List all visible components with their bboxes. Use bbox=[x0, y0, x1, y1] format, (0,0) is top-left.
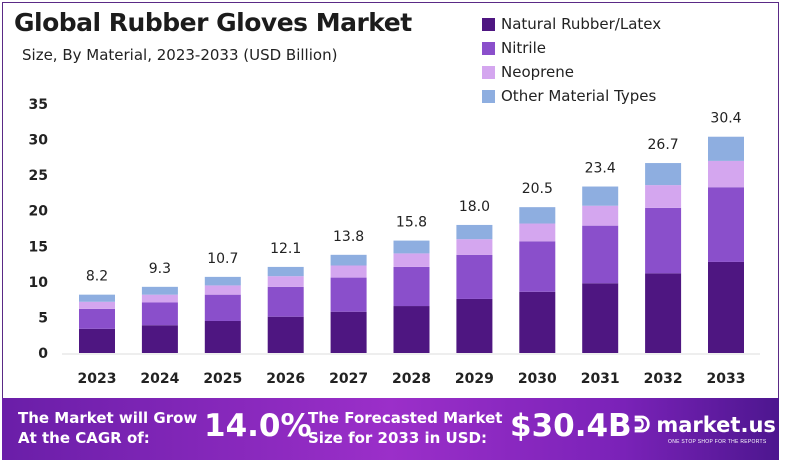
market-us-logo: ᕲ market.us ONE STOP SHOP FOR THE REPORT… bbox=[634, 412, 776, 445]
bar-segment-natural-rubber-latex bbox=[582, 283, 619, 353]
cagr-label: The Market will Grow At the CAGR of: bbox=[18, 409, 198, 447]
chart-subtitle: Size, By Material, 2023-2033 (USD Billio… bbox=[22, 46, 338, 64]
legend-item: Natural Rubber/Latex bbox=[482, 12, 661, 36]
bar-segment-nitrile bbox=[141, 302, 178, 326]
legend-item: Nitrile bbox=[482, 36, 661, 60]
bar-segment-neoprene bbox=[582, 205, 619, 226]
x-tick-label: 2032 bbox=[644, 371, 683, 387]
bar-segment-nitrile bbox=[204, 294, 241, 321]
forecast-value: $30.4B bbox=[510, 408, 632, 444]
bar-segment-nitrile bbox=[519, 241, 556, 292]
x-tick-label: 2031 bbox=[581, 371, 620, 387]
bar-segment-nitrile bbox=[456, 254, 493, 299]
bar-segment-natural-rubber-latex bbox=[393, 306, 430, 353]
bar-segment-other-material-types bbox=[393, 240, 430, 254]
bar-segment-nitrile bbox=[393, 266, 430, 307]
x-tick-label: 2029 bbox=[455, 371, 494, 387]
bar-segment-other-material-types bbox=[204, 276, 241, 286]
total-label: 15.8 bbox=[396, 215, 427, 231]
total-label: 26.7 bbox=[648, 137, 679, 153]
legend-label: Other Material Types bbox=[501, 87, 657, 105]
total-label: 9.3 bbox=[149, 261, 171, 277]
total-label: 10.7 bbox=[207, 251, 238, 267]
y-tick-label: 15 bbox=[29, 239, 48, 255]
bar-segment-neoprene bbox=[141, 294, 178, 303]
bar-segment-other-material-types bbox=[79, 294, 115, 302]
chart-title: Global Rubber Gloves Market bbox=[14, 8, 412, 37]
legend-swatch bbox=[482, 89, 495, 103]
x-tick-label: 2030 bbox=[518, 371, 557, 387]
bar-segment-neoprene bbox=[708, 160, 744, 188]
x-tick-label: 2023 bbox=[78, 371, 117, 387]
bar-segment-neoprene bbox=[204, 285, 241, 295]
total-label: 20.5 bbox=[522, 181, 553, 197]
footer-banner: The Market will Grow At the CAGR of: 14.0… bbox=[2, 398, 779, 460]
bar-segment-nitrile bbox=[330, 277, 367, 312]
bar-segment-natural-rubber-latex bbox=[330, 311, 367, 353]
total-label: 8.2 bbox=[86, 269, 108, 285]
bar-segment-neoprene bbox=[79, 301, 115, 309]
total-label: 13.8 bbox=[333, 229, 364, 245]
bar-segment-nitrile bbox=[79, 308, 115, 329]
total-label: 23.4 bbox=[585, 161, 616, 177]
bar-segment-neoprene bbox=[267, 276, 304, 287]
bar-segment-other-material-types bbox=[582, 186, 619, 206]
x-tick-label: 2025 bbox=[203, 371, 242, 387]
bar-segment-other-material-types bbox=[456, 224, 493, 240]
bar-segment-nitrile bbox=[267, 286, 304, 317]
x-tick-label: 2028 bbox=[392, 371, 431, 387]
y-tick-label: 20 bbox=[29, 204, 49, 220]
legend-label: Neoprene bbox=[501, 63, 574, 81]
bar-segment-natural-rubber-latex bbox=[456, 298, 493, 353]
bar-segment-natural-rubber-latex bbox=[79, 328, 115, 353]
x-tick-label: 2027 bbox=[329, 371, 368, 387]
legend-swatch bbox=[482, 41, 495, 55]
bar-segment-other-material-types bbox=[708, 136, 744, 161]
bar-segment-natural-rubber-latex bbox=[204, 320, 241, 353]
y-tick-label: 35 bbox=[29, 97, 48, 113]
forecast-label: The Forecasted Market Size for 2033 in US… bbox=[308, 409, 503, 447]
bar-segment-neoprene bbox=[330, 265, 367, 278]
bar-segment-neoprene bbox=[393, 253, 430, 267]
cagr-value: 14.0% bbox=[204, 408, 312, 444]
stacked-bar-chart: 051015202530358.220239.3202410.7202512.1… bbox=[29, 97, 760, 387]
logo-icon: ᕲ bbox=[634, 412, 651, 437]
bar-segment-natural-rubber-latex bbox=[645, 273, 682, 353]
total-label: 30.4 bbox=[710, 111, 741, 127]
bar-segment-other-material-types bbox=[267, 266, 304, 277]
bar-segment-neoprene bbox=[645, 185, 682, 208]
bar-segment-natural-rubber-latex bbox=[708, 261, 744, 353]
legend-label: Nitrile bbox=[501, 39, 546, 57]
x-tick-label: 2033 bbox=[707, 371, 746, 387]
bar-segment-other-material-types bbox=[519, 207, 556, 224]
bar-segment-other-material-types bbox=[141, 286, 178, 295]
bar-segment-nitrile bbox=[582, 225, 619, 284]
bar-segment-natural-rubber-latex bbox=[519, 291, 556, 353]
bar-segment-natural-rubber-latex bbox=[267, 316, 304, 353]
bar-segment-natural-rubber-latex bbox=[141, 325, 178, 353]
bar-segment-nitrile bbox=[708, 187, 744, 262]
y-tick-label: 0 bbox=[38, 346, 48, 362]
legend-label: Natural Rubber/Latex bbox=[501, 15, 662, 33]
total-label: 18.0 bbox=[459, 199, 490, 215]
y-tick-label: 5 bbox=[38, 310, 48, 326]
x-tick-label: 2024 bbox=[140, 371, 179, 387]
bar-segment-neoprene bbox=[519, 223, 556, 242]
legend-item: Other Material Types bbox=[482, 84, 661, 108]
x-tick-label: 2026 bbox=[266, 371, 305, 387]
y-tick-label: 10 bbox=[29, 275, 49, 291]
y-tick-label: 30 bbox=[29, 133, 49, 149]
legend-item: Neoprene bbox=[482, 60, 661, 84]
legend: Natural Rubber/Latex Nitrile Neoprene Other… bbox=[482, 12, 661, 108]
bar-segment-other-material-types bbox=[330, 254, 367, 266]
y-tick-label: 25 bbox=[29, 168, 48, 184]
bar-segment-other-material-types bbox=[645, 163, 682, 186]
legend-swatch bbox=[482, 17, 495, 31]
total-label: 12.1 bbox=[270, 241, 301, 257]
legend-swatch bbox=[482, 65, 495, 79]
bar-segment-nitrile bbox=[645, 207, 682, 274]
bar-segment-neoprene bbox=[456, 239, 493, 255]
